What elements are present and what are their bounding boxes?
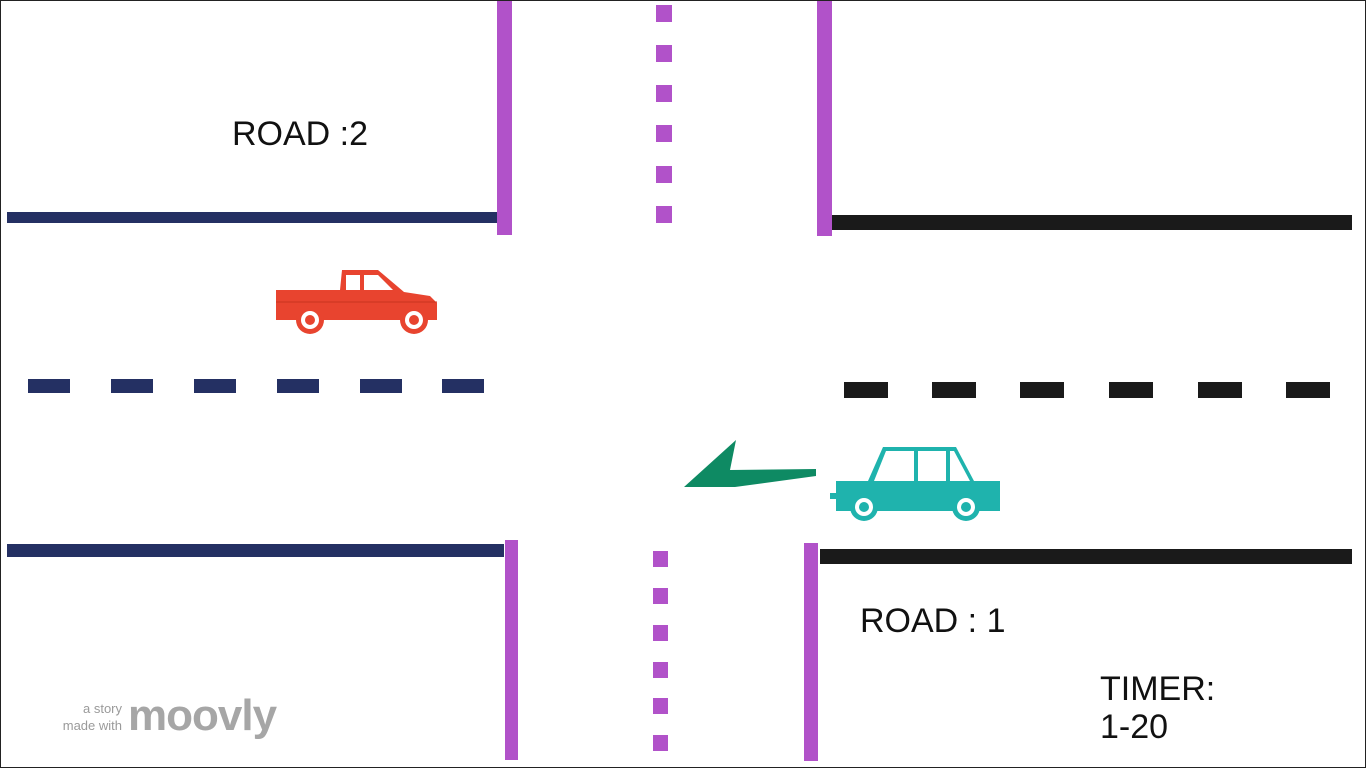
vertical-dotted-line — [653, 5, 672, 751]
road-2-label: ROAD :2 — [232, 115, 369, 153]
road-1-center-dashes — [844, 382, 1330, 398]
car-icon — [830, 447, 1000, 521]
road-2-center-dashes — [28, 379, 484, 393]
road-1-top-edge — [820, 215, 1352, 230]
pickup-truck-icon — [276, 270, 437, 334]
timer-label: TIMER: — [1100, 670, 1216, 708]
tagline-line-1: a story — [82, 701, 122, 716]
moovly-logo: moovly — [128, 691, 277, 740]
timer-value: 1-20 — [1100, 708, 1169, 746]
road-1-label: ROAD : 1 — [860, 602, 1006, 640]
road-2-bottom-edge — [7, 544, 504, 557]
crossing-boundaries — [497, 0, 832, 761]
timer: TIMER: 1-20 — [1100, 670, 1215, 746]
tagline-line-2: made with — [62, 718, 122, 733]
watermark-tagline: a story made with — [42, 700, 122, 734]
arrow-left-icon — [684, 440, 816, 487]
road-2-top-edge — [7, 212, 498, 223]
road-1-bottom-edge — [820, 549, 1352, 564]
